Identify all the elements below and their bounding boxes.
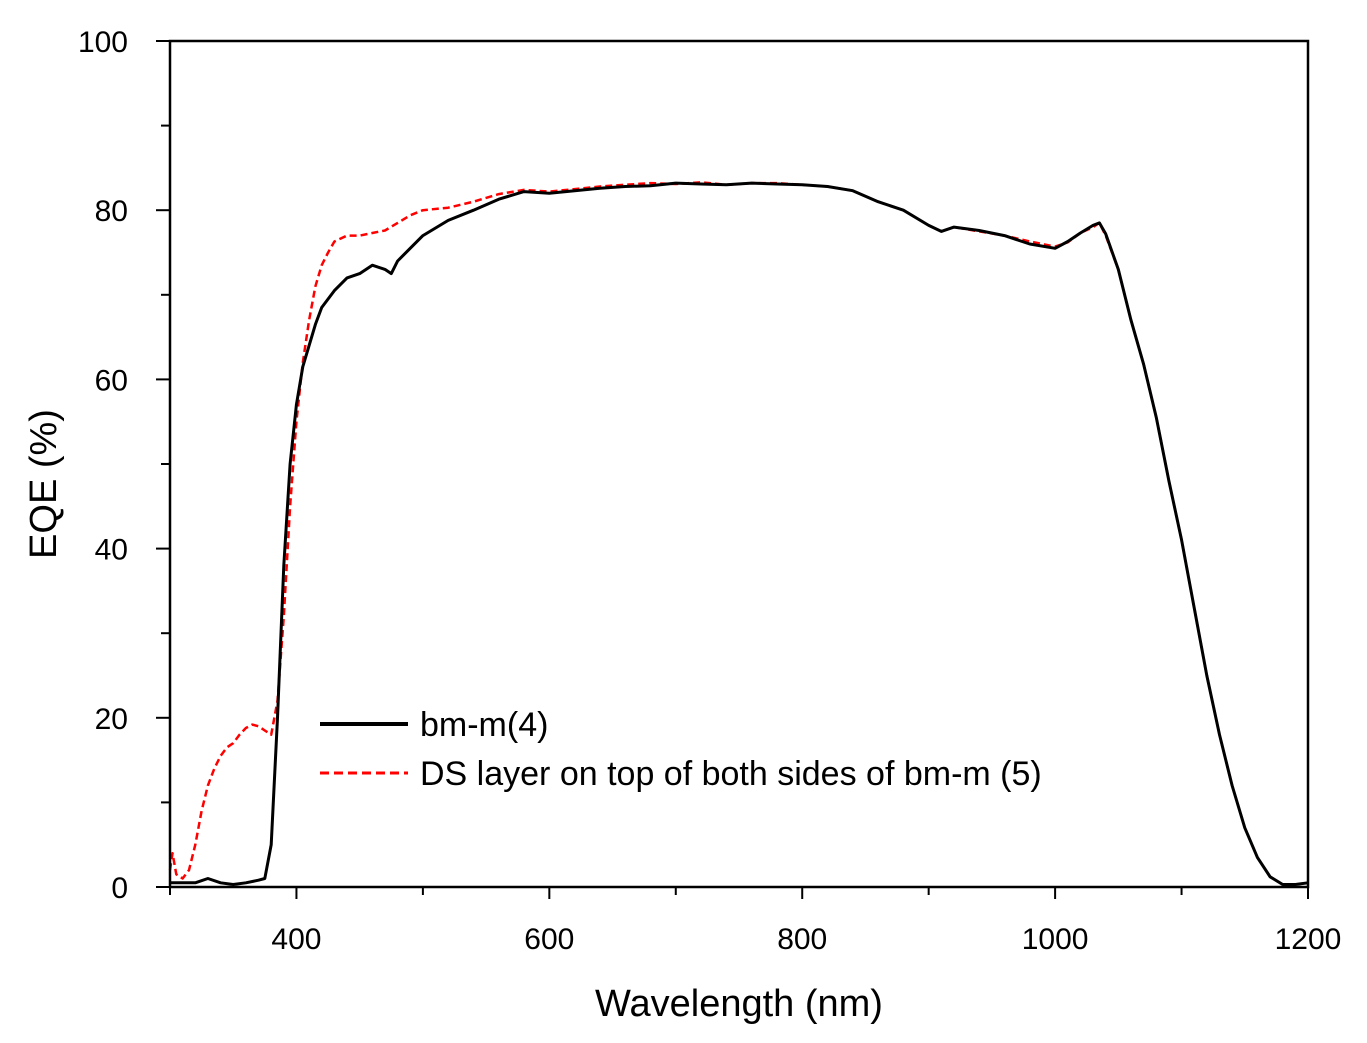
x-axis-ticks: 400 600 800 1000 1200: [169, 887, 1342, 956]
y-axis-title: EQE (%): [23, 409, 65, 559]
y-tick-label: 100: [78, 26, 128, 59]
legend: bm-m(4) DS layer on top of both sides of…: [320, 706, 1042, 793]
x-tick-label: 800: [777, 923, 827, 956]
x-tick-label: 400: [271, 923, 321, 956]
x-tick-label: 1000: [1022, 923, 1089, 956]
y-tick-label: 0: [111, 872, 128, 905]
x-tick-label: 600: [524, 923, 574, 956]
series-layer: [168, 181, 1309, 886]
y-axis-ticks: 0 20 40 60 80 100: [78, 26, 170, 905]
plot-frame: [168, 39, 1310, 889]
legend-label-bm-m4: bm-m(4): [420, 706, 548, 744]
series-bm-m4-line: [170, 181, 1309, 886]
y-tick-label: 40: [95, 534, 128, 567]
y-tick-label: 80: [95, 195, 128, 228]
legend-label-ds-layer: DS layer on top of both sides of bm-m (5…: [420, 755, 1042, 793]
x-axis-title: Wavelength (nm): [595, 983, 883, 1025]
x-tick-label: 1200: [1275, 923, 1342, 956]
y-tick-label: 60: [95, 364, 128, 397]
y-tick-label: 20: [95, 703, 128, 736]
